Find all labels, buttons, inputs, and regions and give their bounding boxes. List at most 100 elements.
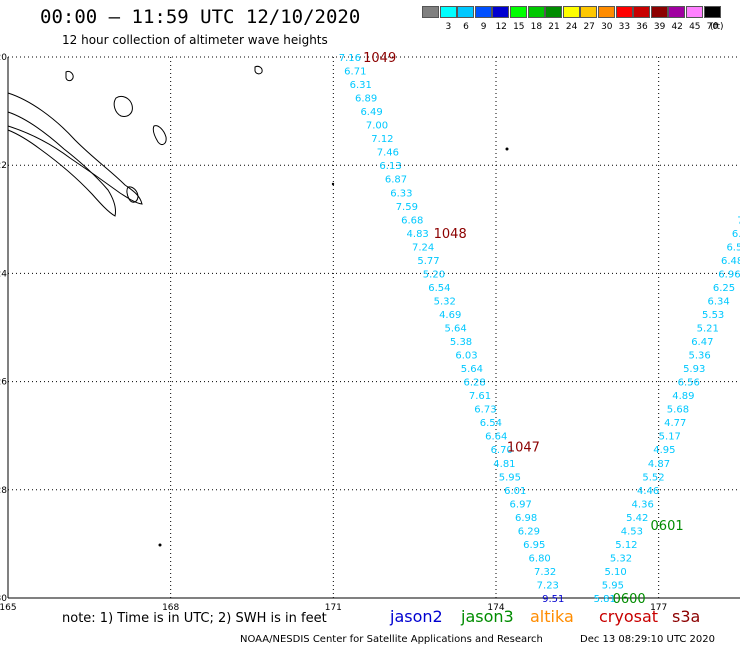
- swh-label: 5.64: [461, 364, 483, 375]
- lat-tick-label: -20: [0, 53, 7, 63]
- lat-tick-label: -26: [0, 378, 7, 388]
- swh-label: 7.24: [412, 242, 434, 253]
- legend-swatch: [474, 6, 492, 18]
- legend-swatch: [633, 6, 651, 18]
- satellite-altika: altika: [530, 607, 574, 626]
- legend-label: 33: [618, 22, 631, 32]
- swh-label: 6.96: [718, 269, 740, 280]
- legend-swatch: [703, 6, 721, 18]
- satellite-cryosat: cryosat: [599, 607, 659, 626]
- page-title: 00:00 – 11:59 UTC 12/10/2020: [40, 6, 361, 28]
- pass-time-label: 1048: [434, 227, 467, 242]
- swh-label: 5.42: [626, 513, 648, 524]
- legend-swatch: [615, 6, 633, 18]
- lat-tick-label: -22: [0, 161, 7, 171]
- swh-label: 6.34: [707, 296, 729, 307]
- swh-label: 7.23: [537, 580, 559, 591]
- swh-label: 5.77: [417, 256, 439, 267]
- lon-tick-label: 165: [0, 603, 17, 613]
- legend-swatch: [492, 6, 510, 18]
- swh-label: 7.46: [377, 148, 399, 159]
- swh-label: 6.71: [344, 67, 366, 78]
- legend-label: 70: [706, 22, 719, 32]
- legend-label: 15: [513, 22, 525, 32]
- lat-tick-label: -24: [0, 269, 7, 279]
- island-dot: [158, 543, 162, 547]
- swh-label: 5.52: [642, 472, 664, 483]
- swh-label: 4.77: [664, 418, 686, 429]
- legend-label: 39: [653, 22, 666, 32]
- swh-label: 6.95: [523, 540, 545, 551]
- swh-label: 5.81: [594, 594, 616, 605]
- legend-swatch: [527, 6, 545, 18]
- coastline: [113, 95, 133, 117]
- legend-label: 42: [671, 22, 683, 32]
- swh-label: 6.49: [360, 107, 382, 118]
- swh-label: 5.32: [610, 553, 632, 564]
- legend-swatch: [650, 6, 668, 18]
- swh-label: 6.01: [504, 486, 526, 497]
- swh-label: 5.32: [434, 296, 456, 307]
- legend-label: 6: [463, 22, 469, 32]
- swh-label: 6.56: [726, 242, 740, 253]
- swh-label: 4.81: [493, 459, 515, 470]
- coastline: [254, 65, 263, 75]
- island-dot: [331, 182, 335, 186]
- swh-label: 7.02: [737, 215, 740, 226]
- swh-label: 7.00: [366, 121, 388, 132]
- lat-tick-label: -28: [0, 486, 7, 496]
- swh-label: 6.64: [485, 432, 507, 443]
- credit-line: NOAA/NESDIS Center for Satellite Applica…: [240, 634, 543, 645]
- swh-label: 4.83: [407, 229, 429, 240]
- legend-label: 24: [565, 22, 578, 32]
- legend-label: 36: [636, 22, 648, 32]
- lon-tick-label: 168: [162, 603, 179, 613]
- coastline: [65, 71, 74, 82]
- page-subtitle: 12 hour collection of altimeter wave hei…: [62, 33, 328, 47]
- swh-label: 6.98: [515, 513, 537, 524]
- legend-label: 21: [548, 22, 560, 32]
- swh-label: 6.56: [678, 378, 700, 389]
- swh-label: 7.16: [339, 53, 361, 64]
- swh-label: 6.73: [474, 405, 496, 416]
- legend-swatch: [598, 6, 615, 18]
- satellite-jason3: jason3: [461, 607, 514, 626]
- swh-label: 5.38: [450, 337, 472, 348]
- coastline: [152, 125, 167, 145]
- legend-label: 18: [530, 22, 543, 32]
- legend-swatch: [422, 6, 439, 18]
- swh-label: 4.53: [621, 526, 643, 537]
- footer-note: note: 1) Time is in UTC; 2) SWH is in fe…: [62, 611, 327, 626]
- lon-tick-label: 177: [650, 603, 667, 613]
- swh-label: 6.70: [491, 445, 513, 456]
- swh-label: 6.47: [691, 337, 713, 348]
- satellite-jason2: jason2: [390, 607, 443, 626]
- swh-label: 9.51: [542, 594, 564, 605]
- legend-label: 30: [601, 22, 613, 32]
- lat-tick-label: -30: [0, 594, 7, 604]
- swh-label: 4.87: [648, 459, 670, 470]
- swh-label: 6.31: [350, 80, 372, 91]
- swh-label: 6.87: [385, 175, 407, 186]
- lon-tick-label: 174: [487, 603, 504, 613]
- swh-label: 4.69: [439, 310, 461, 321]
- swh-label: 7.12: [371, 134, 393, 145]
- legend-label: 12: [495, 22, 507, 32]
- legend-unit: (ft): [710, 22, 724, 32]
- swh-label: 5.53: [702, 310, 724, 321]
- legend-swatch: [545, 6, 563, 18]
- swh-label: 6.54: [480, 418, 502, 429]
- coastline: [126, 186, 139, 203]
- swh-label: 5.21: [697, 324, 719, 335]
- swh-label: 7.61: [469, 391, 491, 402]
- swh-label: 6.48: [721, 256, 740, 267]
- swh-label: 5.17: [659, 432, 681, 443]
- swh-label: 5.20: [423, 269, 445, 280]
- coastline: [7, 92, 143, 205]
- swh-label: 6.68: [401, 215, 423, 226]
- legend-swatch: [562, 6, 580, 18]
- swh-label: 4.46: [637, 486, 659, 497]
- swh-label: 7.59: [396, 202, 418, 213]
- swh-label: 6.03: [455, 351, 477, 362]
